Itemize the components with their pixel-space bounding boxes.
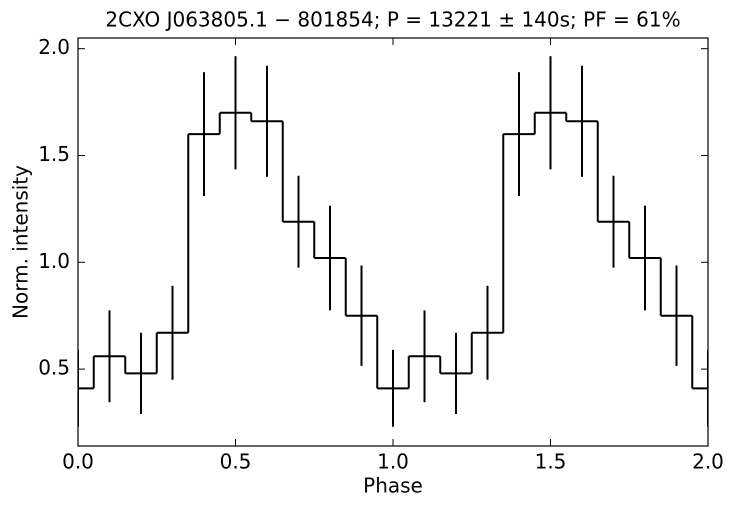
y-tick-label: 2.0 (38, 35, 70, 59)
y-tick-label: 1.5 (38, 142, 70, 166)
chart-title: 2CXO J063805.1 − 801854; P = 13221 ± 140… (105, 8, 680, 32)
plot-area (78, 56, 708, 427)
x-axis-label: Phase (363, 474, 423, 498)
x-tick-label: 0.0 (62, 450, 94, 474)
x-tick-label: 0.5 (220, 450, 252, 474)
x-tick-label: 2.0 (692, 450, 724, 474)
y-tick-label: 0.5 (38, 356, 70, 380)
x-tick-label: 1.5 (535, 450, 567, 474)
x-tick-label: 1.0 (377, 450, 409, 474)
y-tick-label: 1.0 (38, 249, 70, 273)
y-axis-label: Norm. intensity (9, 165, 33, 319)
